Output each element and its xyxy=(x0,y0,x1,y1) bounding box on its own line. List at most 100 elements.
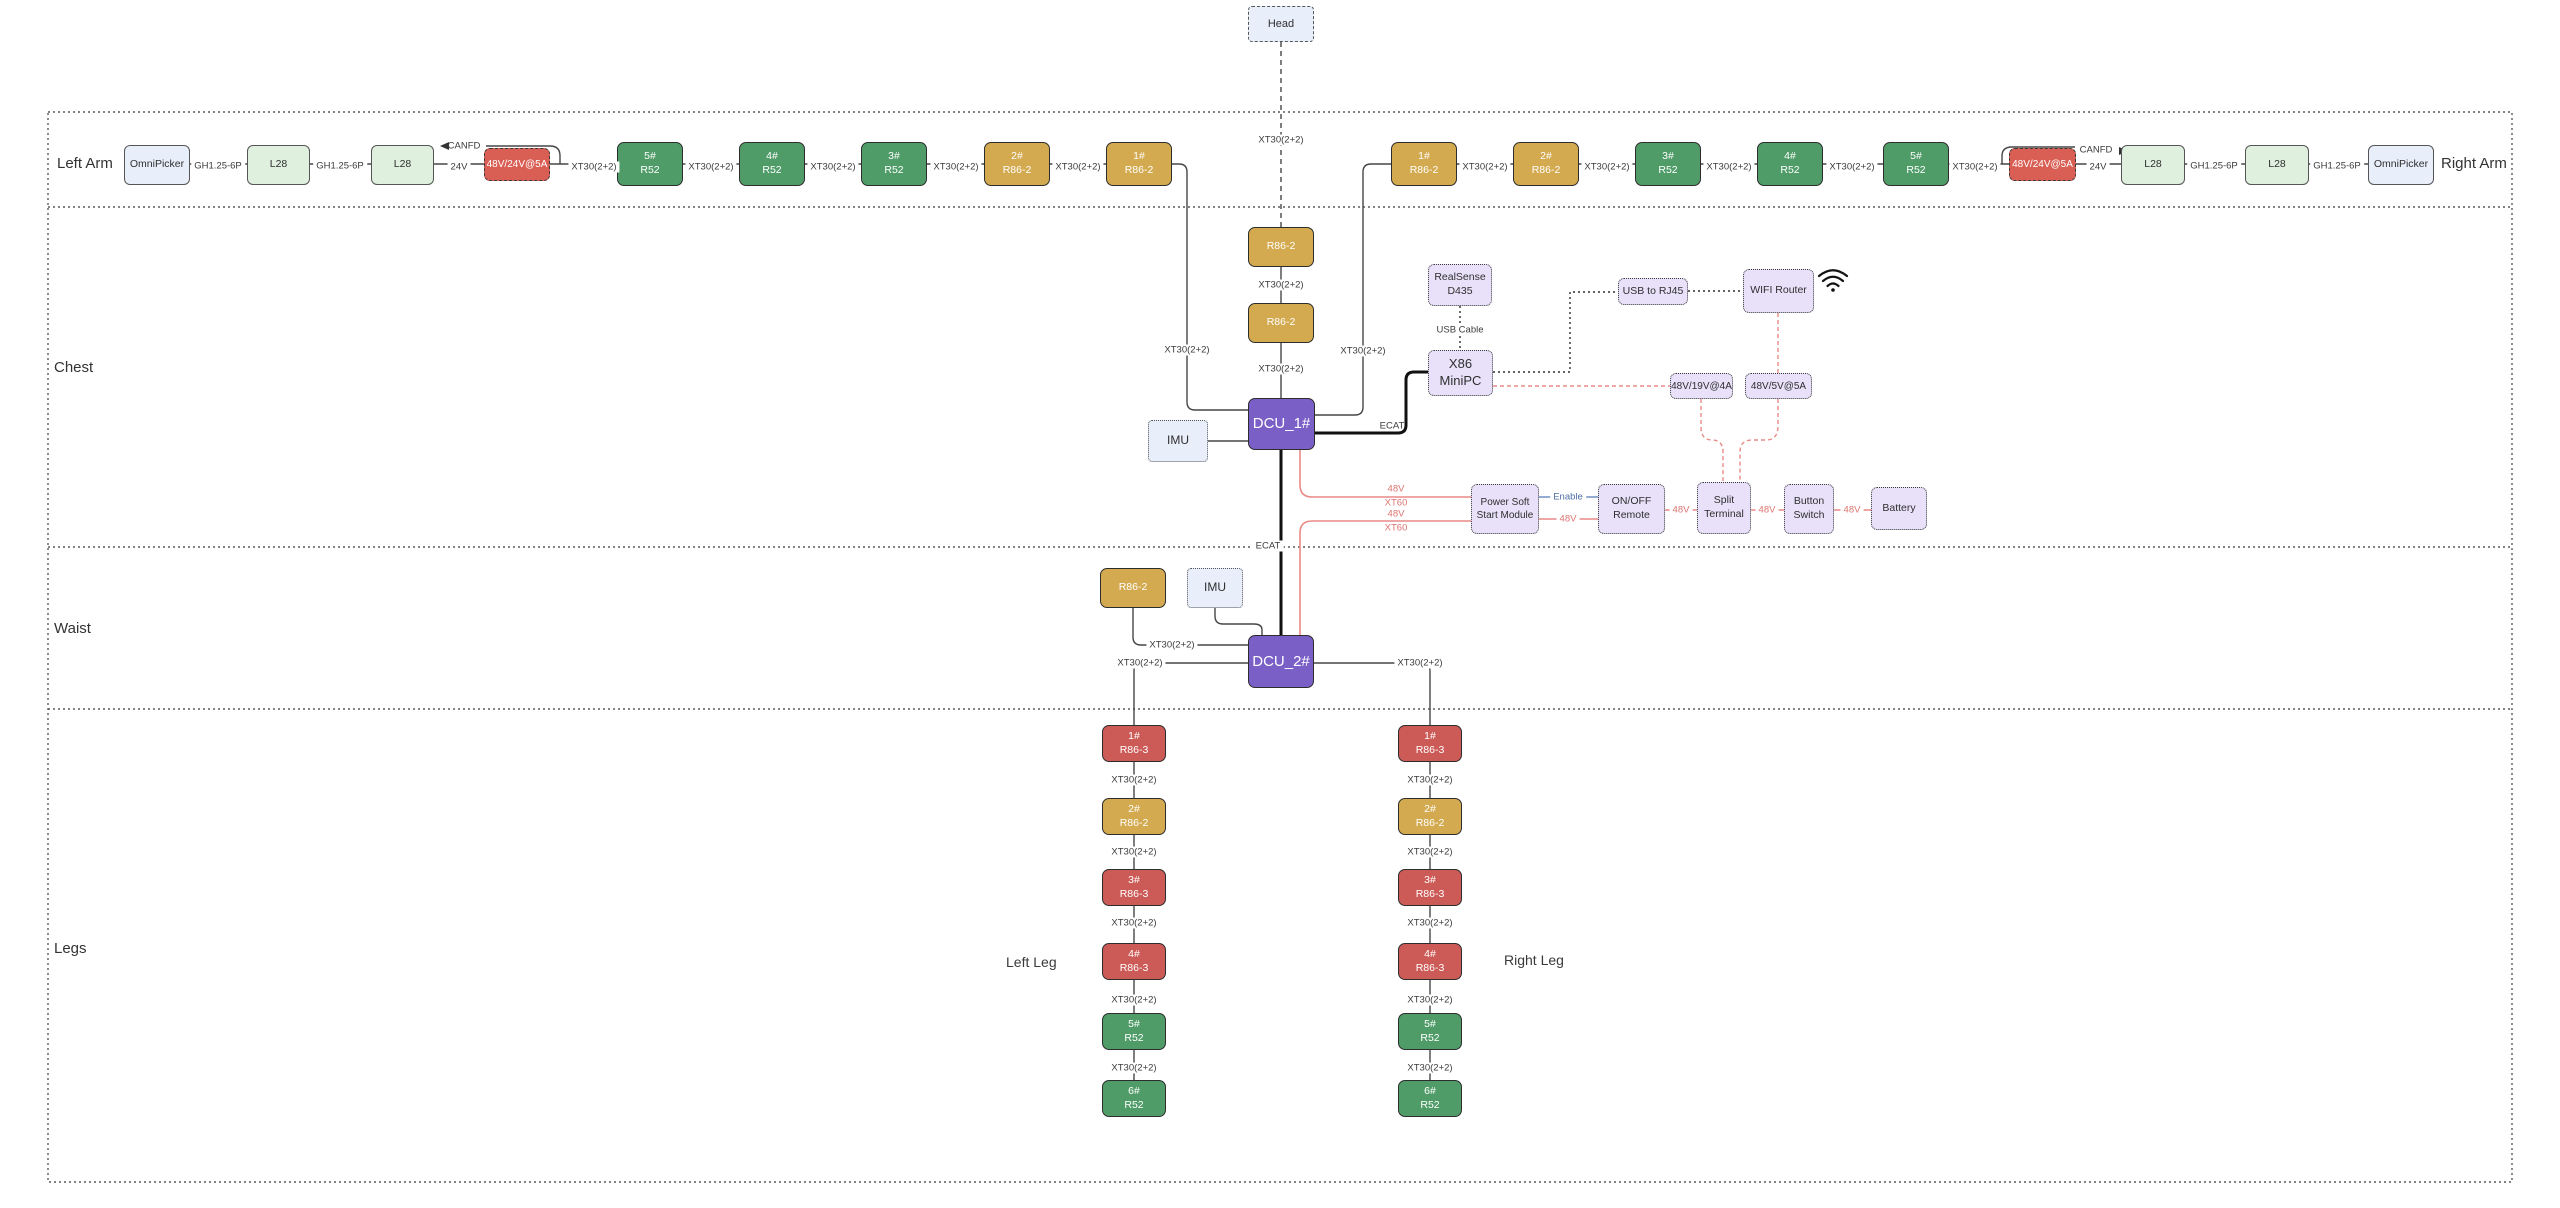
edge-label: XT30(2+2) xyxy=(1703,161,1755,173)
node-chest-r86-bottom: R86-2 xyxy=(1248,303,1314,343)
section-label-right-arm: Right Arm xyxy=(2441,155,2507,172)
edge-label: XT30(2+2) xyxy=(930,161,982,173)
edge-label: XT30(2+2) xyxy=(1052,161,1104,173)
node-right-arm-joint-3: 3# R52 xyxy=(1635,142,1701,186)
edge-label: XT30(2+2) xyxy=(1404,774,1456,786)
edge-label: 48V xyxy=(1755,504,1779,516)
edge-label: XT30(2+2) xyxy=(1108,917,1160,929)
edge-label: ECAT xyxy=(1379,420,1405,432)
node-left-arm-l28-1: L28 xyxy=(247,145,310,185)
node-left-leg-joint-6: 6# R52 xyxy=(1102,1080,1166,1117)
node-left-arm-joint-5: 5# R52 xyxy=(617,142,683,186)
node-right-arm-joint-4: 4# R52 xyxy=(1757,142,1823,186)
node-split-terminal: Split Terminal xyxy=(1697,482,1751,534)
edge-label: XT30(2+2) xyxy=(1108,774,1160,786)
node-button-switch: Button Switch xyxy=(1784,484,1834,534)
edge-label: XT30(2+2) xyxy=(1404,846,1456,858)
edge-label: XT30(2+2) xyxy=(1255,279,1307,291)
node-left-arm-omnipicker: OmniPicker xyxy=(124,145,190,185)
node-left-arm-joint-2: 2# R86-2 xyxy=(984,142,1050,186)
section-label-left-arm: Left Arm xyxy=(57,155,113,172)
node-right-arm-joint-2: 2# R86-2 xyxy=(1513,142,1579,186)
edge-label: XT60 xyxy=(1384,522,1408,534)
node-head: Head xyxy=(1248,6,1314,42)
edge-label: XT30(2+2) xyxy=(1581,161,1633,173)
node-waist-r86: R86-2 xyxy=(1100,568,1166,608)
edge-label: Enable xyxy=(1550,491,1586,503)
edge-label: CANFD xyxy=(2079,144,2113,156)
node-converter-48v-19v: 48V/19V@4A xyxy=(1670,373,1733,399)
node-left-leg-joint-1: 1# R86-3 xyxy=(1102,725,1166,762)
edge-label: XT30(2+2) xyxy=(807,161,859,173)
edge-label: XT30(2+2) xyxy=(1108,994,1160,1006)
node-battery: Battery xyxy=(1871,487,1927,530)
edge-label: XT30(2+2) xyxy=(1459,161,1511,173)
edge-label: XT30(2+2) xyxy=(685,161,737,173)
node-power-soft-start-module: Power Soft Start Module xyxy=(1471,484,1539,534)
edge-label: ECAT xyxy=(1252,540,1284,552)
node-right-arm-l28-2: L28 xyxy=(2245,145,2309,185)
node-left-leg-joint-3: 3# R86-3 xyxy=(1102,869,1166,906)
node-left-leg-joint-2: 2# R86-2 xyxy=(1102,798,1166,835)
edge-label: GH1.25-6P xyxy=(313,160,367,172)
node-left-arm-joint-1: 1# R86-2 xyxy=(1106,142,1172,186)
power-lines-48v xyxy=(1299,450,1871,635)
node-waist-imu: IMU xyxy=(1187,568,1243,608)
edge-label: GH1.25-6P xyxy=(2187,160,2241,172)
edge-label: XT30(2+2) xyxy=(1826,161,1878,173)
canfd-arrow-left xyxy=(440,142,449,150)
node-left-arm-converter-48v-24v: 48V/24V@5A xyxy=(484,148,550,181)
data-lines xyxy=(1459,290,1743,373)
edge-label: XT30(2+2) xyxy=(1114,657,1166,669)
edge-label: 48V xyxy=(1840,504,1864,516)
node-x86-minipc: X86 MiniPC xyxy=(1428,350,1493,396)
node-right-arm-l28-1: L28 xyxy=(2121,145,2185,185)
section-label-right-leg: Right Leg xyxy=(1504,952,1564,968)
edge-label: XT30(2+2) xyxy=(1108,846,1160,858)
node-left-arm-joint-4: 4# R52 xyxy=(739,142,805,186)
node-right-leg-joint-3: 3# R86-3 xyxy=(1398,869,1462,906)
edge-label: 48V xyxy=(1556,513,1580,525)
edge-label: GH1.25-6P xyxy=(2310,160,2364,172)
edge-label: USB Cable xyxy=(1433,324,1487,336)
edge-label: CANFD xyxy=(447,140,481,152)
node-wifi-router: WIFI Router xyxy=(1743,269,1814,313)
section-label-waist: Waist xyxy=(54,620,91,637)
node-converter-48v-5v: 48V/5V@5A xyxy=(1745,373,1812,399)
node-realsense-d435: RealSense D435 xyxy=(1428,264,1492,306)
edge-label: 48V xyxy=(1387,483,1405,495)
edge-label: 24V xyxy=(447,161,471,173)
edge-label: XT30(2+2) xyxy=(1404,1062,1456,1074)
edge-label: XT30(2+2) xyxy=(1337,345,1389,357)
edge-label: XT30(2+2) xyxy=(1255,134,1307,146)
node-chest-r86-top: R86-2 xyxy=(1248,227,1314,267)
node-dcu-1: DCU_1# xyxy=(1248,398,1315,450)
node-right-leg-joint-2: 2# R86-2 xyxy=(1398,798,1462,835)
edge-label: 24V xyxy=(2086,161,2110,173)
node-chest-imu: IMU xyxy=(1148,420,1208,462)
node-right-arm-converter-48v-24v: 48V/24V@5A xyxy=(2009,148,2076,181)
node-right-leg-joint-5: 5# R52 xyxy=(1398,1013,1462,1050)
edge-label: XT30(2+2) xyxy=(1394,657,1446,669)
node-left-leg-joint-5: 5# R52 xyxy=(1102,1013,1166,1050)
node-left-leg-joint-4: 4# R86-3 xyxy=(1102,943,1166,980)
node-right-arm-omnipicker: OmniPicker xyxy=(2368,145,2434,185)
section-label-chest: Chest xyxy=(54,359,94,376)
edge-label: XT30(2+2) xyxy=(568,161,620,173)
edge-label: XT30(2+2) xyxy=(1161,344,1213,356)
wifi-icon xyxy=(1817,269,1849,292)
edge-label: 48V xyxy=(1669,504,1693,516)
node-right-leg-joint-1: 1# R86-3 xyxy=(1398,725,1462,762)
edge-label: 48V xyxy=(1387,508,1405,520)
node-right-arm-joint-1: 1# R86-2 xyxy=(1391,142,1457,186)
power-lines-dashed xyxy=(1493,313,1779,482)
node-right-leg-joint-6: 6# R52 xyxy=(1398,1080,1462,1117)
edge-label: XT30(2+2) xyxy=(1255,363,1307,375)
section-label-left-leg: Left Leg xyxy=(1006,954,1057,970)
edge-label: XT30(2+2) xyxy=(1404,994,1456,1006)
node-dcu-2: DCU_2# xyxy=(1248,635,1314,688)
node-right-arm-joint-5: 5# R52 xyxy=(1883,142,1949,186)
node-right-leg-joint-4: 4# R86-3 xyxy=(1398,943,1462,980)
node-usb-to-rj45: USB to RJ45 xyxy=(1618,278,1688,305)
